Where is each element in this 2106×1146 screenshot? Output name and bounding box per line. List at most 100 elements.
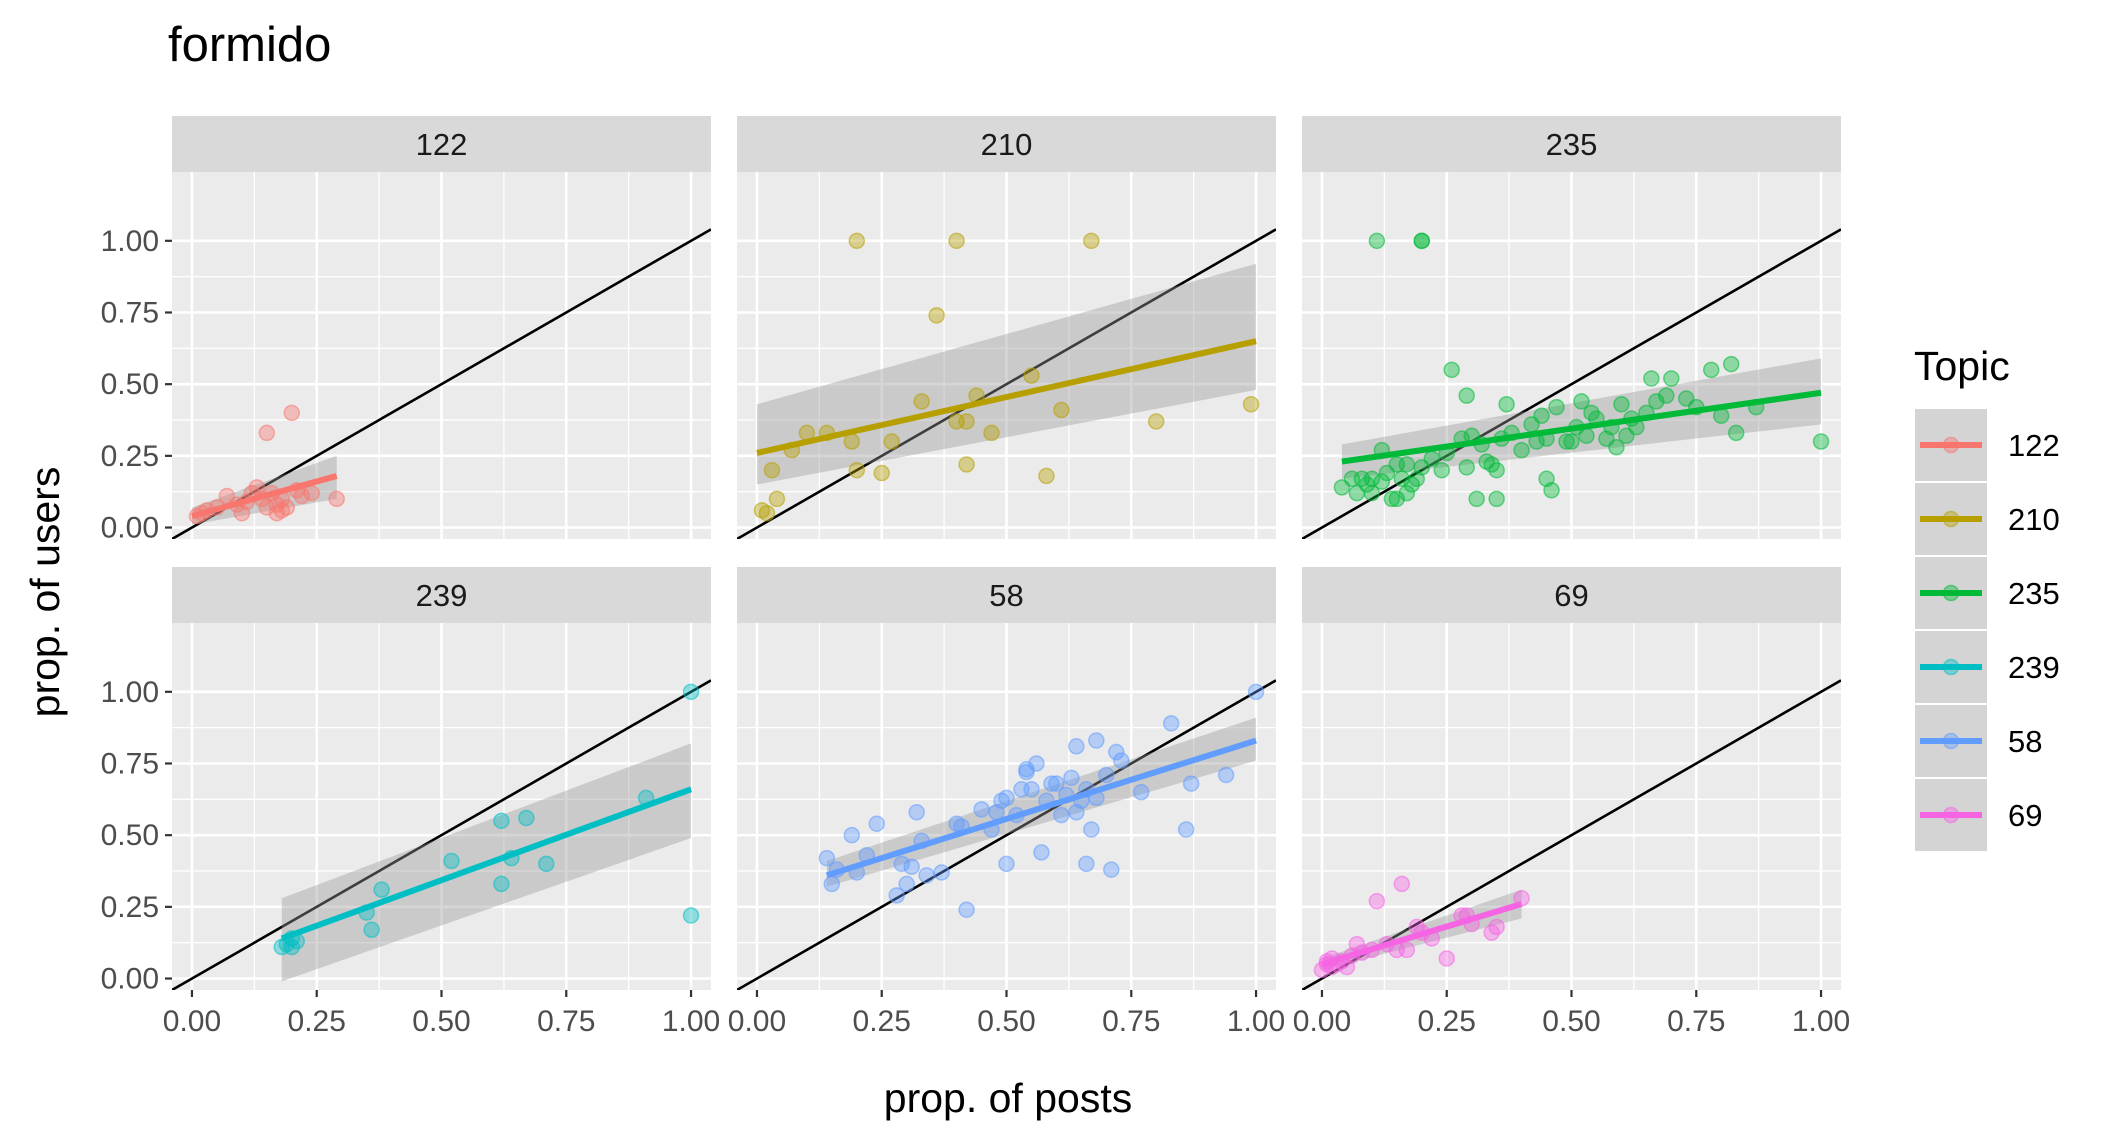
- data-point: [1068, 738, 1085, 755]
- data-point: [1608, 439, 1625, 456]
- data-point: [998, 789, 1015, 807]
- legend-item-label: 210: [2008, 502, 2060, 537]
- facet-panel-235: 235: [1302, 116, 1841, 539]
- data-point: [1488, 490, 1505, 508]
- data-point: [1053, 401, 1070, 419]
- confidence-band: [756, 263, 1257, 485]
- data-point: [1368, 892, 1386, 910]
- facet-strip-label: 58: [989, 578, 1023, 613]
- facet-strip: [1302, 567, 1841, 623]
- data-point: [1217, 766, 1235, 784]
- data-point: [518, 809, 535, 827]
- legend-key-point: [1942, 806, 1960, 824]
- data-point: [1543, 482, 1560, 499]
- x-tick-label: 1.00: [662, 1005, 720, 1038]
- data-point: [1533, 407, 1550, 424]
- data-point: [888, 887, 905, 904]
- legend-item-label: 239: [2008, 650, 2060, 685]
- data-point: [843, 433, 861, 450]
- data-point: [1643, 370, 1660, 387]
- chart-title: formido: [168, 18, 331, 72]
- data-point: [1113, 752, 1130, 769]
- regression-line: [1341, 389, 1822, 465]
- data-point: [303, 484, 320, 502]
- data-point: [1548, 398, 1565, 416]
- legend-item-58: 58: [1913, 703, 2042, 779]
- reference-line-y-equals-x: [737, 228, 1276, 539]
- legend-item-235: 235: [1913, 555, 2060, 631]
- data-point: [1048, 775, 1065, 792]
- x-tick-label: 0.25: [853, 1005, 911, 1038]
- data-point: [1398, 941, 1416, 959]
- y-tick-label: 0.50: [101, 368, 159, 401]
- data-point: [363, 921, 380, 939]
- legend-item-label: 58: [2008, 724, 2042, 759]
- data-point: [682, 907, 700, 924]
- data-point: [538, 855, 555, 873]
- data-point: [258, 424, 276, 442]
- data-point: [1028, 755, 1045, 772]
- data-point: [848, 461, 866, 479]
- data-point: [1383, 490, 1401, 508]
- x-axis-title: prop. of posts: [884, 1075, 1132, 1121]
- x-tick-label: 0.50: [1542, 1005, 1600, 1038]
- data-point: [983, 424, 1000, 442]
- data-point: [903, 858, 920, 875]
- y-axis-title: prop. of users: [22, 467, 68, 718]
- data-point: [768, 490, 786, 508]
- regression-line: [825, 737, 1257, 879]
- data-point: [1488, 461, 1505, 479]
- data-point: [1648, 393, 1665, 410]
- x-tick-label: 0.75: [1667, 1005, 1725, 1038]
- data-point: [1053, 806, 1070, 824]
- panel-data-layer: [737, 228, 1276, 539]
- data-point: [973, 801, 990, 818]
- data-point: [1368, 232, 1386, 250]
- facet-strip-label: 239: [416, 578, 468, 613]
- x-tick-label: 0.25: [1418, 1005, 1476, 1038]
- data-point: [1722, 355, 1740, 373]
- data-point: [1443, 361, 1460, 379]
- data-point: [1247, 683, 1265, 701]
- data-point: [948, 232, 965, 250]
- panel-data-layer: [172, 228, 711, 539]
- facet-strip: [172, 116, 711, 172]
- data-point: [1023, 781, 1040, 798]
- legend-item-122: 122: [1913, 407, 2060, 483]
- data-point: [928, 307, 945, 324]
- facet-panel-210: 210: [737, 116, 1276, 539]
- data-point: [1438, 950, 1455, 967]
- data-point: [1363, 484, 1381, 502]
- data-point: [948, 413, 965, 430]
- legend-item-210: 210: [1913, 481, 2060, 557]
- data-point: [443, 852, 460, 870]
- data-point: [1393, 875, 1411, 893]
- x-tick-label: 0.00: [1293, 1005, 1351, 1038]
- data-point: [493, 875, 510, 893]
- legend-item-label: 235: [2008, 576, 2060, 611]
- data-point: [908, 803, 925, 821]
- data-point: [918, 867, 935, 884]
- data-point: [1468, 490, 1485, 508]
- data-point: [1433, 461, 1450, 479]
- regression-line: [191, 473, 338, 519]
- data-point: [1458, 459, 1475, 476]
- x-tick-label: 0.75: [537, 1005, 595, 1038]
- y-tick-label: 0.75: [101, 296, 159, 329]
- data-point: [883, 433, 900, 450]
- data-point: [1398, 484, 1416, 502]
- x-tick-label: 0.50: [412, 1005, 470, 1038]
- data-point: [1083, 232, 1100, 250]
- data-point: [1098, 766, 1115, 784]
- data-point: [933, 864, 950, 881]
- facet-strip-label: 122: [416, 127, 468, 162]
- legend-item-239: 239: [1913, 629, 2060, 705]
- data-point: [1108, 743, 1125, 761]
- data-point: [1043, 775, 1060, 792]
- data-point: [1078, 855, 1095, 873]
- reference-line-y-equals-x: [737, 679, 1276, 990]
- regression-line: [280, 786, 693, 942]
- data-point: [818, 849, 836, 867]
- facet-strip-label: 235: [1546, 127, 1598, 162]
